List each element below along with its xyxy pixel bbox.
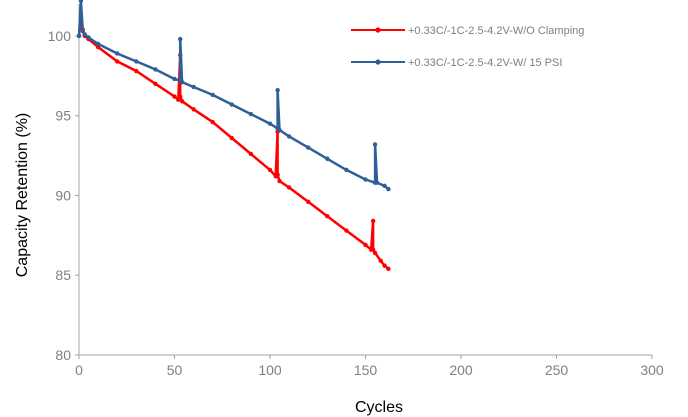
data-point (178, 36, 183, 42)
x-tick-label: 150 (354, 362, 378, 378)
data-point (275, 172, 280, 177)
data-point (286, 134, 292, 139)
data-point (179, 99, 185, 104)
legend-label: +0.33C/-1C-2.5-4.2V-W/ 15 PSI (408, 57, 562, 69)
x-tick-label: 100 (258, 362, 282, 378)
data-point (78, 0, 84, 4)
data-point (267, 121, 273, 126)
y-tick-label: 80 (55, 347, 71, 363)
series-2 (76, 0, 391, 192)
data-point (325, 213, 330, 219)
data-point (363, 177, 368, 182)
axes: 0 50 100 150 200 250 300 80 85 90 95 100 (48, 4, 664, 378)
x-tick-label: 250 (545, 362, 569, 378)
data-point (134, 59, 139, 64)
data-point (344, 167, 349, 173)
data-point (95, 44, 101, 50)
data-point (286, 185, 292, 190)
data-point (374, 180, 380, 185)
data-point (115, 51, 120, 56)
legend-marker (375, 59, 381, 65)
data-point (372, 142, 378, 147)
data-point (210, 119, 215, 125)
data-point (86, 35, 91, 40)
x-tick-label: 200 (449, 362, 473, 378)
data-point (275, 87, 280, 93)
data-point (172, 76, 177, 82)
data-point (370, 218, 376, 224)
legend-marker (375, 27, 381, 33)
legend: +0.33C/-1C-2.5-4.2V-W/O Clamping +0.33C/-… (351, 25, 584, 69)
data-point (382, 183, 387, 189)
data-point (325, 156, 330, 161)
y-tick-label: 100 (48, 28, 72, 44)
x-axis-title: Cycles (355, 399, 403, 416)
data-point (370, 247, 376, 252)
data-point (153, 67, 158, 72)
data-point (76, 33, 82, 39)
data-point (172, 94, 177, 99)
legend-label: +0.33C/-1C-2.5-4.2V-W/O Clamping (408, 25, 584, 37)
data-point (372, 250, 378, 256)
data-point (210, 92, 215, 98)
data-point (134, 68, 139, 74)
data-point (306, 145, 311, 150)
series-layer (76, 0, 391, 272)
data-point (191, 84, 196, 90)
data-point (386, 266, 391, 272)
data-point (306, 199, 311, 205)
data-point (153, 81, 158, 86)
data-point (229, 102, 234, 107)
y-axis-title: Capacity Retention (%) (14, 113, 31, 278)
data-point (248, 111, 254, 117)
data-point (378, 258, 383, 264)
data-point (382, 263, 387, 268)
data-point (248, 151, 254, 157)
data-point (178, 94, 183, 99)
data-point (191, 107, 196, 112)
data-point (229, 135, 234, 141)
x-tick-label: 0 (75, 362, 83, 378)
y-tick-label: 85 (55, 267, 71, 283)
data-point (267, 167, 273, 173)
data-point (344, 228, 349, 233)
x-tick-label: 50 (167, 362, 183, 378)
data-point (179, 79, 185, 85)
data-point (176, 97, 181, 102)
data-point (95, 41, 101, 47)
data-point (386, 186, 391, 192)
data-point (277, 178, 282, 184)
data-point (363, 242, 368, 248)
data-point (115, 59, 120, 64)
x-tick-label: 300 (640, 362, 664, 378)
data-point (80, 28, 86, 34)
y-tick-label: 95 (55, 108, 71, 124)
y-tick-label: 90 (55, 187, 71, 203)
data-point (277, 127, 282, 133)
data-point (82, 32, 87, 37)
